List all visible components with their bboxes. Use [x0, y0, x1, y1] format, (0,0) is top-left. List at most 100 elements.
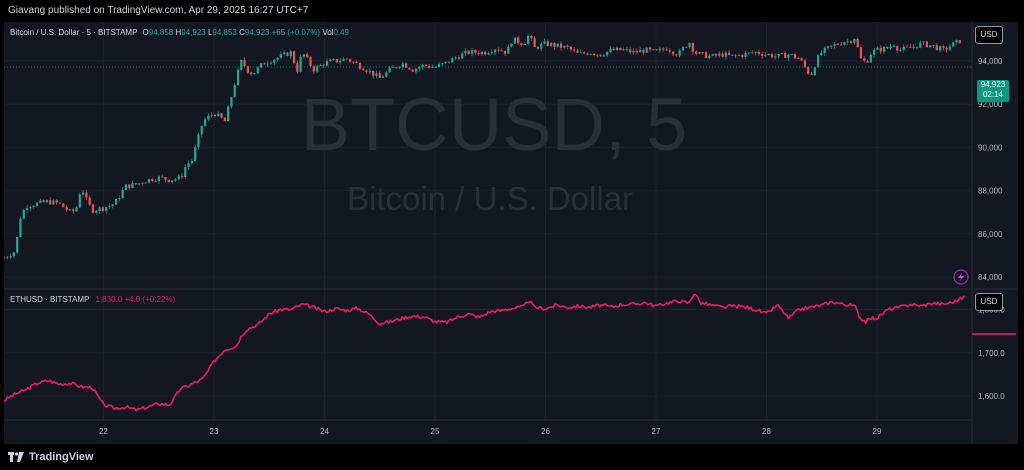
btc-candle — [573, 49, 576, 51]
btc-price-axis[interactable]: 84,000 86,000 88,000 90,000 92,000 94,000 — [978, 57, 1003, 282]
btc-candle — [602, 55, 605, 57]
btc-candle — [770, 54, 774, 58]
chart-panel[interactable]: BTCUSD, 5 Bitcoin / U.S. Dollar 84,000 86… — [4, 22, 1018, 444]
btc-candle — [365, 70, 368, 72]
btc-candle — [896, 46, 899, 51]
btc-candle — [434, 67, 437, 68]
btc-candle — [948, 46, 952, 50]
btc-candle — [348, 59, 352, 62]
btc-candle — [790, 54, 793, 56]
btc-candle — [200, 125, 203, 135]
btc-candle — [223, 117, 226, 122]
watermark-title: BTCUSD, 5 — [301, 83, 688, 166]
eth-currency-button[interactable]: USD — [975, 293, 1003, 311]
btc-candle — [372, 70, 375, 76]
btc-candle — [826, 46, 830, 48]
btc-candle — [325, 61, 329, 66]
btc-candle — [128, 184, 131, 188]
btc-candle — [859, 47, 863, 59]
btc-price-tick: 92,000 — [978, 100, 1003, 109]
btc-candle — [395, 67, 398, 69]
btc-candle — [714, 53, 718, 56]
btc-candle — [711, 53, 714, 56]
btc-candle — [75, 207, 78, 212]
btc-candle — [118, 197, 121, 199]
btc-candle — [55, 200, 58, 203]
btc-candle — [919, 42, 922, 48]
eth-legend[interactable]: ETHUSD · BITSTAMP 1,830.0 +4.0 (+0.22%) — [10, 295, 175, 304]
btc-candle — [358, 63, 362, 69]
btc-candle — [45, 200, 48, 203]
symbol-watermark: BTCUSD, 5 Bitcoin / U.S. Dollar — [301, 83, 688, 217]
btc-candle — [203, 119, 207, 126]
btc-candle — [306, 54, 309, 58]
eth-price-line — [4, 293, 966, 412]
btc-candle — [296, 63, 299, 72]
btc-candle — [635, 50, 638, 53]
btc-candle — [882, 46, 886, 52]
btc-legend[interactable]: Bitcoin / U.S. Dollar · 5 · BITSTAMP O94… — [10, 28, 349, 37]
btc-candle — [873, 49, 876, 55]
lightning-icon[interactable] — [953, 269, 969, 285]
btc-candle — [520, 43, 523, 46]
btc-candle — [62, 203, 65, 208]
btc-candle — [902, 46, 905, 50]
btc-candle — [576, 50, 579, 53]
btc-candle — [721, 53, 724, 57]
btc-candle — [645, 47, 648, 53]
btc-candle — [170, 180, 174, 183]
btc-candle — [563, 45, 566, 48]
btc-candle — [322, 64, 325, 66]
btc-candle — [105, 207, 108, 211]
time-axis[interactable]: 22 23 24 25 26 27 28 29 — [99, 427, 882, 436]
btc-candle — [388, 67, 391, 73]
btc-currency-button[interactable]: USD — [975, 26, 1003, 44]
btc-candle — [866, 61, 869, 63]
btc-price-tick: 94,000 — [978, 57, 1003, 66]
eth-price-tick: 1,600.0 — [978, 392, 1005, 401]
btc-candle — [619, 47, 622, 51]
btc-candle — [543, 41, 546, 44]
btc-candle — [22, 210, 25, 219]
time-tick: 27 — [652, 427, 661, 436]
btc-candle — [411, 69, 414, 72]
tradingview-logo[interactable]: TradingView — [8, 451, 94, 463]
btc-volume-value: 0.49 — [333, 28, 350, 37]
btc-candle — [909, 46, 912, 48]
btc-candle — [698, 52, 701, 54]
btc-candle — [230, 96, 233, 107]
btc-candle — [540, 43, 543, 49]
btc-candle — [378, 73, 381, 78]
time-tick: 24 — [320, 427, 329, 436]
btc-candle — [922, 41, 925, 43]
btc-candle — [88, 197, 91, 205]
btc-candle — [639, 49, 642, 53]
btc-candle — [29, 207, 32, 209]
btc-high-label: H — [175, 28, 182, 37]
btc-candle — [912, 46, 915, 48]
btc-candle — [836, 44, 839, 45]
btc-candle — [82, 192, 85, 195]
btc-candle — [530, 35, 533, 39]
time-tick: 29 — [873, 427, 882, 436]
btc-candle — [612, 48, 615, 51]
top-bar: Giavang published on TradingView.com, Ap… — [0, 0, 1024, 22]
btc-candle — [757, 51, 760, 55]
btc-candles — [4, 33, 961, 260]
btc-candle — [108, 205, 111, 208]
btc-candle — [461, 53, 464, 59]
btc-candle — [299, 56, 302, 72]
btc-candle — [9, 256, 12, 258]
btc-candle — [592, 53, 596, 55]
chart-canvas[interactable]: BTCUSD, 5 Bitcoin / U.S. Dollar 84,000 86… — [4, 22, 1018, 444]
time-tick: 28 — [762, 427, 771, 436]
btc-candle — [451, 58, 454, 63]
btc-last-price: 94,923 — [980, 80, 1006, 89]
btc-candle — [101, 207, 104, 211]
eth-price-axis[interactable]: 1,600.01,700.01,800.0 — [978, 306, 1005, 402]
btc-candle — [253, 73, 256, 75]
btc-candle — [49, 200, 52, 205]
btc-candle — [800, 58, 803, 61]
tradingview-logo-icon — [8, 452, 24, 462]
eth-price-tick: 1,700.0 — [978, 349, 1005, 358]
